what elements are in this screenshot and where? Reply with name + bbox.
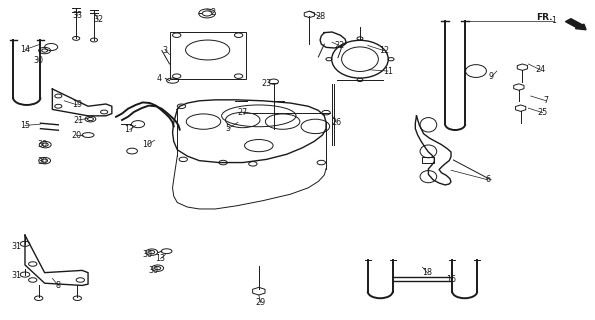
Text: 33: 33 [73, 11, 82, 20]
Text: 9: 9 [489, 72, 494, 81]
Text: 14: 14 [20, 45, 30, 54]
Text: 22: 22 [334, 41, 345, 50]
Text: 13: 13 [156, 254, 165, 263]
Text: 20: 20 [71, 131, 82, 140]
Text: 8: 8 [56, 281, 61, 290]
Text: 28: 28 [315, 12, 325, 21]
Text: 24: 24 [535, 65, 546, 74]
Text: 6: 6 [486, 175, 490, 184]
Text: 23: 23 [261, 79, 272, 88]
Text: 1: 1 [551, 16, 556, 25]
Text: 4: 4 [157, 74, 162, 83]
FancyArrow shape [565, 19, 586, 30]
Text: 10: 10 [143, 140, 152, 149]
Text: 30: 30 [143, 250, 152, 259]
Text: 12: 12 [378, 46, 389, 55]
Text: 19: 19 [72, 100, 83, 109]
Text: 2: 2 [211, 8, 215, 17]
Text: 7: 7 [544, 96, 549, 105]
Text: 29: 29 [255, 298, 266, 307]
Bar [422, 157, 434, 163]
Text: 30: 30 [38, 157, 48, 166]
Text: 30: 30 [38, 140, 48, 149]
Text: 16: 16 [446, 275, 456, 284]
Text: 30: 30 [34, 56, 43, 65]
Text: 31: 31 [12, 271, 21, 280]
Text: 5: 5 [226, 124, 230, 133]
Text: 32: 32 [93, 15, 104, 24]
Text: 25: 25 [537, 108, 548, 117]
Bar [170, 32, 246, 79]
Text: FR.: FR. [536, 13, 552, 22]
Text: 11: 11 [383, 67, 393, 76]
Text: 15: 15 [20, 121, 30, 130]
Text: 27: 27 [237, 108, 248, 117]
Text: 17: 17 [124, 125, 135, 134]
Text: 26: 26 [331, 118, 342, 127]
Text: 31: 31 [12, 242, 21, 251]
Text: 21: 21 [73, 116, 84, 124]
Text: 18: 18 [422, 268, 432, 277]
Text: 3: 3 [163, 46, 168, 55]
Text: 30: 30 [149, 266, 158, 275]
